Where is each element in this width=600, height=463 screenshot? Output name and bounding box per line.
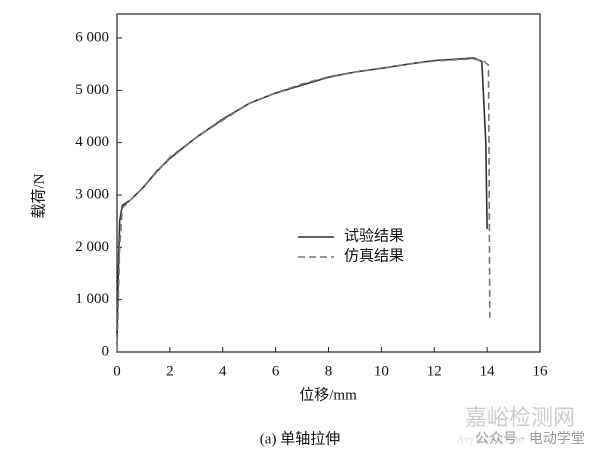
y-tick-label: 0 [102, 343, 110, 359]
watermark: 嘉峪检测网 [465, 405, 575, 430]
y-tick-label: 2 000 [75, 239, 109, 255]
x-tick-label: 0 [113, 363, 121, 379]
y-tick-label: 5 000 [75, 82, 109, 98]
x-tick-label: 4 [219, 363, 227, 379]
caption: (a) 单轴拉伸 [260, 430, 340, 447]
watermark: 公众号 · 电动学堂 [475, 431, 585, 447]
x-tick-label: 12 [427, 363, 442, 379]
x-tick-label: 14 [480, 363, 496, 379]
y-tick-label: 1 000 [75, 291, 109, 307]
x-tick-label: 8 [325, 363, 333, 379]
y-axis-label: 载荷/N [30, 173, 47, 218]
y-tick-label: 3 000 [75, 186, 109, 202]
series-line [116, 58, 491, 353]
x-tick-label: 2 [166, 363, 174, 379]
x-tick-label: 16 [533, 363, 549, 379]
y-tick-label: 4 000 [75, 134, 109, 150]
x-axis-label: 位移/mm [299, 386, 357, 403]
y-tick-label: 6 000 [75, 29, 109, 45]
x-tick-label: 6 [272, 363, 280, 379]
series-line [116, 57, 488, 337]
watermark: AnyTesting.com [457, 434, 523, 445]
x-tick-label: 10 [374, 363, 389, 379]
legend-label: 仿真结果 [344, 246, 404, 264]
plot-frame [116, 13, 541, 353]
legend-label: 试验结果 [344, 227, 404, 244]
